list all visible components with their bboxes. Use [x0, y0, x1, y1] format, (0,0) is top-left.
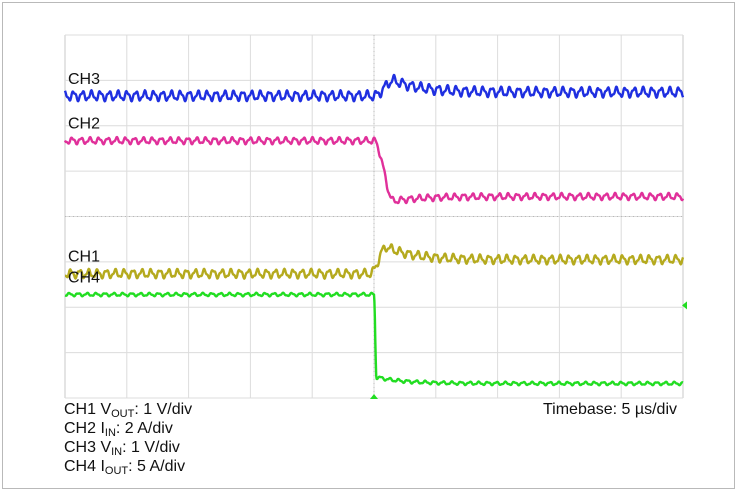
oscilloscope-plot: CH3 CH2 CH1 CH4 [63, 34, 687, 399]
legend-ch4: CH4 IOUT: 5 A/div [64, 458, 186, 477]
trigger-marker [370, 394, 378, 399]
label-ch1: CH1 [68, 249, 100, 266]
legend-ch3: CH3 VIN: 1 V/div [64, 439, 180, 458]
legend-ch2: CH2 IIN: 2 A/div [64, 420, 173, 439]
label-ch2: CH2 [68, 116, 100, 133]
timebase-label: Timebase: 5 µs/div [542, 401, 677, 418]
trace-ch3 [63, 73, 685, 103]
legend-ch1: CH1 VOUT: 1 V/div [64, 401, 193, 420]
trace-ch2 [63, 135, 685, 205]
label-ch4: CH4 [68, 270, 100, 287]
channel-labels: CH3 CH2 CH1 CH4 [68, 71, 100, 287]
trace-ch1 [64, 243, 685, 280]
label-ch3: CH3 [68, 71, 100, 88]
trace-ch4 [64, 291, 684, 387]
level-marker [682, 301, 687, 310]
traces [63, 73, 685, 387]
markers [370, 301, 687, 399]
oscilloscope-frame [2, 2, 735, 489]
